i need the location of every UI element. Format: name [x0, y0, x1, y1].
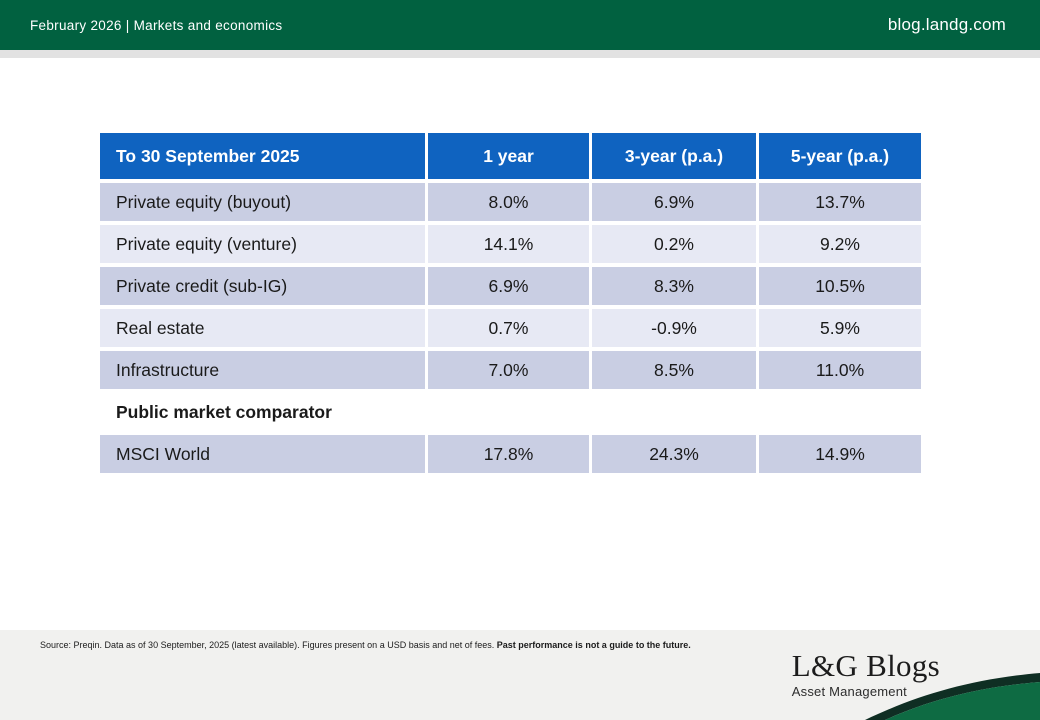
- cell-value: 14.1%: [428, 225, 589, 263]
- cell-value: 6.9%: [592, 183, 756, 221]
- cell-value: 13.7%: [759, 183, 921, 221]
- row-label: MSCI World: [100, 435, 425, 473]
- table-row: Private equity (venture) 14.1% 0.2% 9.2%: [100, 225, 921, 263]
- issue-and-category-label: February 2026 | Markets and economics: [30, 17, 283, 33]
- returns-table: To 30 September 2025 1 year 3-year (p.a.…: [97, 129, 924, 477]
- blog-url-label: blog.landg.com: [887, 15, 1006, 34]
- corner-swoosh-graphic: [865, 673, 1040, 720]
- lg-blogs-logo: L&G Blogs Asset Management: [792, 650, 940, 699]
- cell-value: 0.2%: [592, 225, 756, 263]
- cell-value: 0.7%: [428, 309, 589, 347]
- table-row: Private credit (sub-IG) 6.9% 8.3% 10.5%: [100, 267, 921, 305]
- row-label: Infrastructure: [100, 351, 425, 389]
- column-header-period: To 30 September 2025: [100, 133, 425, 179]
- table-row: Infrastructure 7.0% 8.5% 11.0%: [100, 351, 921, 389]
- logo-subtitle: Asset Management: [791, 684, 907, 699]
- row-label: Private equity (venture): [100, 225, 425, 263]
- column-header-1-year: 1 year: [428, 133, 589, 179]
- row-label: Real estate: [100, 309, 425, 347]
- cell-value: 14.9%: [759, 435, 921, 473]
- cell-value: 7.0%: [428, 351, 589, 389]
- cell-value: 17.8%: [428, 435, 589, 473]
- source-text: Source: Preqin. Data as of 30 September,…: [40, 640, 495, 650]
- source-note: Source: Preqin. Data as of 30 September,…: [40, 638, 785, 652]
- row-label: Private equity (buyout): [100, 183, 425, 221]
- top-bar: February 2026 | Markets and economics bl…: [0, 0, 1040, 50]
- table-row-comparator: MSCI World 17.8% 24.3% 14.9%: [100, 435, 921, 473]
- cell-value: 5.9%: [759, 309, 921, 347]
- footer-band: Source: Preqin. Data as of 30 September,…: [0, 630, 1040, 720]
- cell-value: 8.3%: [592, 267, 756, 305]
- cell-value: 8.0%: [428, 183, 589, 221]
- top-divider-strip: [0, 50, 1040, 58]
- cell-value: 9.2%: [759, 225, 921, 263]
- row-label: Private credit (sub-IG): [100, 267, 425, 305]
- cell-value: 24.3%: [592, 435, 756, 473]
- column-header-5-year: 5-year (p.a.): [759, 133, 921, 179]
- table-row: Private equity (buyout) 8.0% 6.9% 13.7%: [100, 183, 921, 221]
- section-label: Public market comparator: [116, 401, 332, 422]
- table-header-row: To 30 September 2025 1 year 3-year (p.a.…: [100, 133, 921, 179]
- table-row: Real estate 0.7% -0.9% 5.9%: [100, 309, 921, 347]
- cell-value: 10.5%: [759, 267, 921, 305]
- column-header-3-year: 3-year (p.a.): [592, 133, 756, 179]
- cell-value: 11.0%: [759, 351, 921, 389]
- cell-value: 6.9%: [428, 267, 589, 305]
- logo-title: L&G Blogs: [791, 648, 940, 683]
- cell-value: 8.5%: [592, 351, 756, 389]
- table-section-row: Public market comparator: [100, 393, 921, 431]
- past-performance-disclaimer: Past performance is not a guide to the f…: [496, 640, 691, 650]
- cell-value: -0.9%: [592, 309, 756, 347]
